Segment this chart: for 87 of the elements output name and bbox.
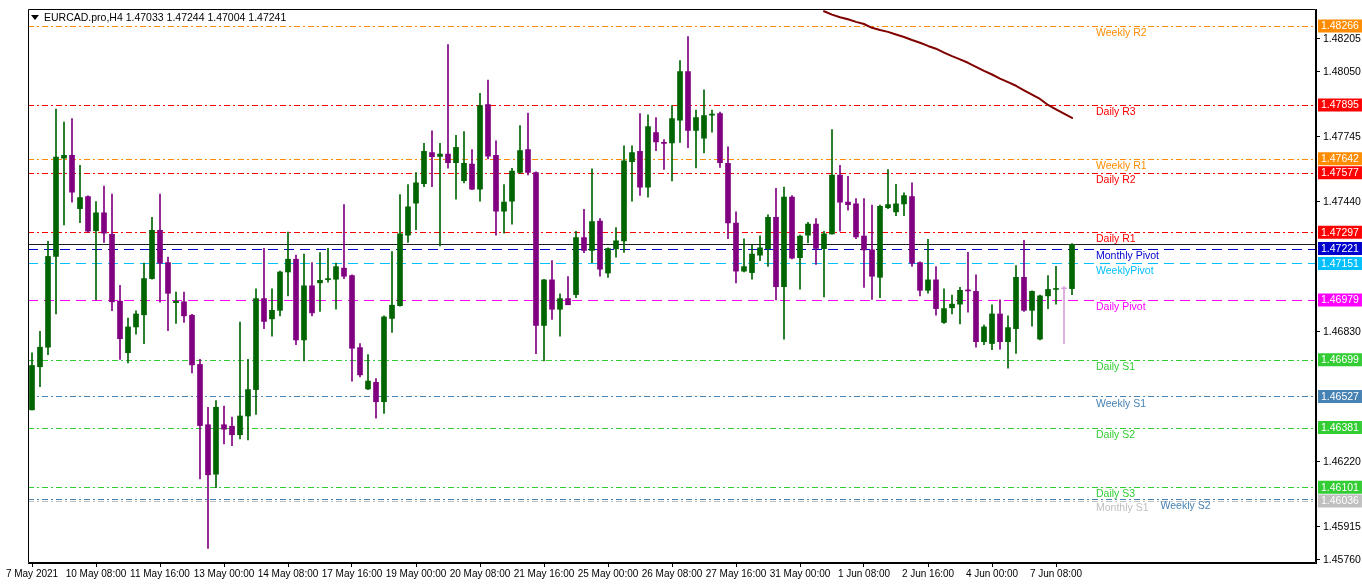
x-tick-label: 19 May 00:00 [385, 567, 447, 579]
x-tick-label: 31 May 00:00 [769, 567, 831, 579]
ref-line-label: Daily R2 [1096, 172, 1136, 185]
text: 1.47297 [1321, 225, 1360, 238]
text: 1.47221 [1321, 241, 1360, 254]
ref-line-label: Monthly S1 [1096, 501, 1149, 514]
y-tick-label: 1.46830 [1323, 324, 1362, 337]
y-tick-label: 1.47745 [1323, 129, 1362, 142]
candlestick [269, 288, 275, 337]
x-tick-label: 2 Jun 16:00 [901, 567, 955, 579]
ref-line-label: WeeklyPivot [1096, 263, 1154, 276]
candlestick [173, 291, 179, 324]
candlestick [885, 169, 891, 210]
candlestick [389, 251, 395, 333]
candlestick [365, 354, 371, 390]
chart-title: EURCAD.pro,H4 1.47033 1.47244 1.47004 1.47241 [44, 11, 287, 25]
candlestick [693, 109, 699, 169]
text: 1.46036 [1321, 494, 1360, 507]
ref-line-label: Weekly R1 [1096, 159, 1147, 171]
text: 1.47151 [1321, 256, 1360, 269]
y-tick-label: 1.48050 [1323, 64, 1362, 77]
candlestick [861, 198, 867, 288]
x-tick-label: 17 May 16:00 [321, 567, 383, 579]
ref-line-label: Daily R1 [1096, 232, 1136, 245]
x-tick-label: 21 May 16:00 [513, 567, 575, 579]
candlestick [445, 44, 451, 169]
candlestick [237, 321, 243, 440]
y-tick-label: 1.46220 [1323, 454, 1362, 467]
text: 1.46101 [1321, 480, 1360, 493]
candlestick [949, 294, 955, 315]
candlestick [325, 248, 331, 283]
candlestick [285, 231, 291, 297]
candlestick [61, 121, 67, 226]
candlestick [629, 145, 635, 202]
candlestick [221, 405, 227, 445]
ref-line-label: Daily Pivot [1096, 300, 1146, 313]
candlestick [565, 276, 571, 306]
candlestick [661, 139, 667, 170]
candlestick [757, 235, 763, 262]
y-tick-label: 1.47440 [1323, 194, 1362, 207]
text: 1.46381 [1321, 420, 1360, 433]
text: 1.47577 [1321, 166, 1360, 179]
x-tick-label: 13 May 00:00 [193, 567, 255, 579]
x-tick-label: 7 Jun 08:00 [1029, 567, 1083, 579]
candlestick [437, 142, 443, 247]
candlestick [453, 134, 459, 200]
ref-line-label: Weekly R2 [1096, 26, 1147, 39]
ref-line-label: Weekly S2 [1160, 499, 1211, 512]
x-tick-label: 20 May 08:00 [449, 567, 511, 579]
candlestick [709, 109, 715, 133]
x-tick-label: 27 May 16:00 [705, 567, 767, 579]
text: 1.48266 [1321, 19, 1360, 32]
x-tick-label: 1 Jun 08:00 [837, 567, 891, 579]
candlestick [845, 176, 851, 211]
ref-line-label: Daily S1 [1096, 359, 1136, 372]
ref-line-label: Daily S2 [1096, 427, 1136, 440]
candlestick [1061, 286, 1067, 344]
candlestick [1053, 266, 1059, 305]
x-tick-label: 14 May 08:00 [257, 567, 319, 579]
ref-line-label: Daily R3 [1096, 105, 1136, 118]
candlestick [1045, 275, 1051, 309]
ref-line-label: Daily S3 [1096, 487, 1136, 500]
x-tick-label: 7 May 2021 [5, 567, 59, 579]
x-tick-label: 11 May 16:00 [130, 567, 191, 579]
y-tick-label: 1.48205 [1323, 31, 1362, 44]
candlestick [93, 201, 99, 301]
x-tick-label: 26 May 08:00 [641, 567, 703, 579]
x-tick-label: 10 May 08:00 [65, 567, 127, 579]
candlestick [341, 204, 347, 279]
text: 1.47895 [1321, 98, 1360, 111]
text: 1.46979 [1321, 293, 1360, 306]
y-tick-label: 1.45760 [1323, 552, 1362, 565]
ref-line-label: Monthly Pivot [1096, 248, 1160, 261]
candlestick [741, 238, 747, 273]
text: 1.46699 [1321, 353, 1360, 366]
x-tick-label: 25 May 00:00 [577, 567, 639, 579]
candlestick [501, 184, 507, 234]
y-tick-label: 1.45915 [1323, 519, 1362, 532]
ref-line-label: Weekly S1 [1096, 396, 1147, 409]
candlestick [429, 130, 435, 187]
text: 1.47642 [1321, 152, 1360, 165]
candlestick [77, 164, 83, 223]
candlestick [925, 239, 931, 294]
candlestick [821, 230, 827, 298]
candlestick [317, 252, 323, 312]
text: 1.46527 [1321, 389, 1360, 402]
x-tick-label: 4 Jun 00:00 [965, 567, 1019, 579]
